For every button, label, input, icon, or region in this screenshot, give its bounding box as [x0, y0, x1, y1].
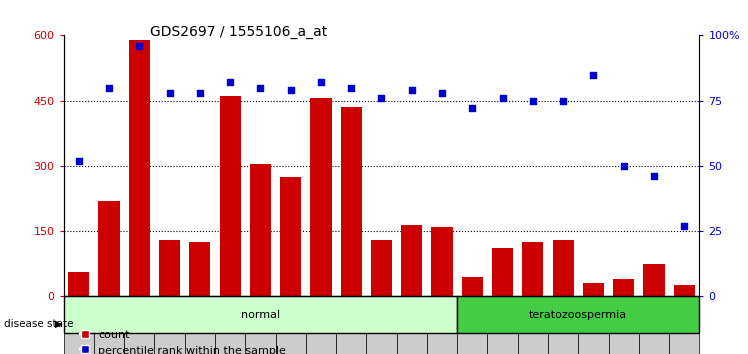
Bar	[548, 299, 578, 354]
Point	[436, 90, 448, 96]
Point	[285, 87, 297, 93]
Point	[375, 95, 387, 101]
Bar	[669, 299, 699, 354]
Bar	[578, 299, 609, 354]
Point	[557, 98, 569, 103]
Point	[315, 80, 327, 85]
Point	[164, 90, 176, 96]
Bar	[310, 98, 331, 296]
Text: GDS2697 / 1555106_a_at: GDS2697 / 1555106_a_at	[150, 25, 327, 39]
Bar	[250, 164, 271, 296]
Bar	[185, 299, 215, 354]
Bar	[275, 299, 306, 354]
Bar	[396, 299, 427, 354]
Bar	[94, 299, 124, 354]
Point	[103, 85, 115, 90]
Bar	[367, 299, 396, 354]
Bar	[215, 299, 245, 354]
Bar	[64, 299, 94, 354]
Text: normal: normal	[241, 309, 280, 320]
Bar	[613, 279, 634, 296]
Point	[497, 95, 509, 101]
Text: disease state: disease state	[4, 319, 76, 329]
Bar	[64, 296, 457, 333]
Text: teratozoospermia: teratozoospermia	[530, 309, 628, 320]
Bar	[371, 240, 392, 296]
Bar	[639, 299, 669, 354]
Point	[224, 80, 236, 85]
Legend: count, percentile rank within the sample: count, percentile rank within the sample	[80, 330, 286, 354]
Bar	[427, 299, 457, 354]
Point	[466, 105, 478, 111]
Bar	[219, 96, 241, 296]
Bar	[280, 177, 301, 296]
Point	[254, 85, 266, 90]
Bar	[674, 285, 695, 296]
Bar	[336, 299, 367, 354]
Bar	[401, 224, 423, 296]
Bar	[68, 272, 89, 296]
Point	[405, 87, 417, 93]
Bar	[643, 264, 664, 296]
Bar	[432, 227, 453, 296]
Bar	[488, 299, 518, 354]
Point	[346, 85, 358, 90]
Text: ▶: ▶	[55, 319, 62, 329]
Bar	[129, 40, 150, 296]
Bar	[457, 299, 488, 354]
Bar	[522, 242, 544, 296]
Bar	[189, 242, 210, 296]
Point	[73, 158, 85, 164]
Point	[648, 173, 660, 179]
Point	[618, 163, 630, 169]
Bar	[340, 107, 362, 296]
Bar	[492, 249, 513, 296]
Bar	[553, 240, 574, 296]
Point	[587, 72, 599, 78]
Bar	[306, 299, 336, 354]
Bar	[462, 277, 483, 296]
Bar	[154, 299, 185, 354]
Bar	[99, 201, 120, 296]
Bar	[518, 299, 548, 354]
Bar	[124, 299, 154, 354]
Bar	[583, 283, 604, 296]
Bar	[245, 299, 275, 354]
Bar	[609, 299, 639, 354]
Point	[678, 223, 690, 229]
Point	[194, 90, 206, 96]
Point	[527, 98, 539, 103]
Bar	[457, 296, 699, 333]
Bar	[159, 240, 180, 296]
Point	[133, 43, 145, 48]
